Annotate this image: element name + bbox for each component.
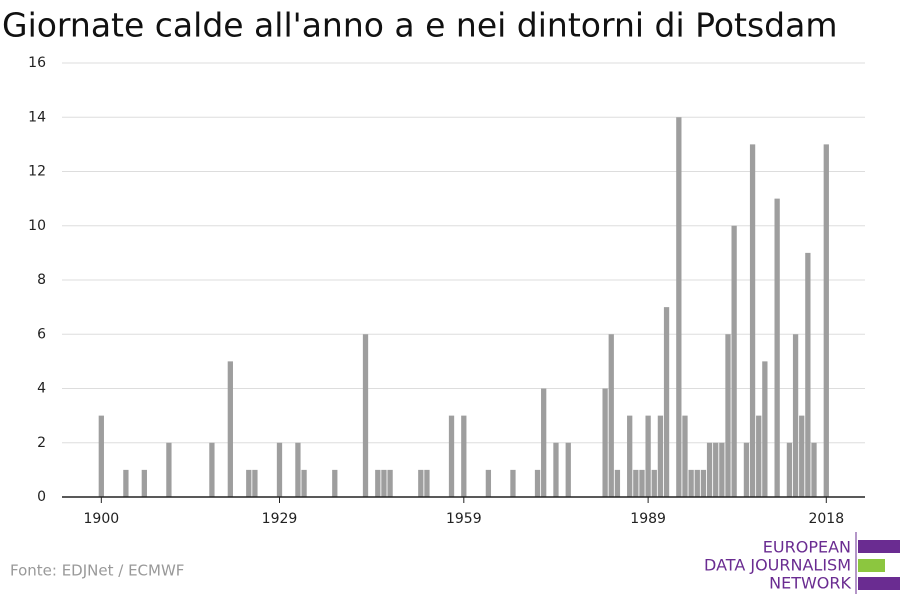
bar [534,469,541,497]
bar [823,144,829,497]
bar [276,442,283,497]
bar [141,469,147,497]
bar [485,469,492,497]
bar [461,415,467,497]
bar [553,442,559,497]
bar [418,469,424,497]
bar [645,415,651,497]
bar [743,442,750,497]
bar [541,388,547,497]
bar [246,469,252,497]
logo-bar [858,577,900,590]
bar [362,334,369,497]
x-tick-label: 1900 [84,511,120,527]
bar [227,361,233,497]
bar [774,198,780,497]
bar [608,334,614,497]
source: Fonte: EDJNet / ECMWF [10,562,184,580]
bar [676,117,682,497]
bar [602,388,608,497]
bar [627,415,633,497]
bar [301,469,307,497]
y-tick-label: 14 [28,109,46,125]
bar [565,442,571,497]
y-tick-label: 2 [37,435,46,451]
bar [387,469,393,497]
bar [731,225,737,497]
x-tick-label: 2018 [808,511,844,527]
y-tick-label: 8 [37,272,46,288]
bar [639,469,645,497]
logo-text: DATA JOURNALISM [704,556,851,575]
bar [749,144,756,497]
bar [756,415,762,497]
bar [375,469,381,497]
y-tick-label: 6 [37,326,46,342]
bar [123,469,129,497]
bar [688,469,694,497]
bar [700,469,707,497]
bar [786,442,793,497]
logo-text: EUROPEAN [763,538,851,557]
bar [448,415,455,497]
bar [166,442,172,497]
bar [633,469,639,497]
bar [252,469,258,497]
x-tick-label: 1959 [446,511,482,527]
logo-bar [858,559,885,572]
chart-title: Giornate calde all'anno a e nei dintorni… [2,6,838,45]
y-tick-label: 16 [28,55,46,71]
y-tick-label: 10 [28,218,46,234]
bar [381,469,387,497]
bar [713,442,719,497]
bar [725,334,731,497]
x-tick-label: 1989 [630,511,666,527]
bar [811,442,817,497]
bar [682,415,688,497]
bar [614,469,621,497]
y-tick-label: 0 [37,489,46,505]
y-tick-label: 4 [37,381,46,397]
bar [424,469,430,497]
bar [332,469,338,497]
logo-text: NETWORK [769,574,851,593]
bar [657,415,664,497]
bar [799,415,805,497]
bar [98,415,104,497]
logo: EUROPEAN DATA JOURNALISM NETWORK [704,532,900,594]
logo-bar [858,540,900,553]
bar [792,334,799,497]
bar [510,469,516,497]
y-tick-label: 12 [28,164,46,180]
bar [209,442,215,497]
bar [694,469,700,497]
bar [295,442,301,497]
bar [651,469,657,497]
bar [762,361,768,497]
x-tick-label: 1929 [262,511,298,527]
bar [663,307,670,497]
bar [805,252,811,497]
bar [706,442,713,497]
bar [719,442,725,497]
